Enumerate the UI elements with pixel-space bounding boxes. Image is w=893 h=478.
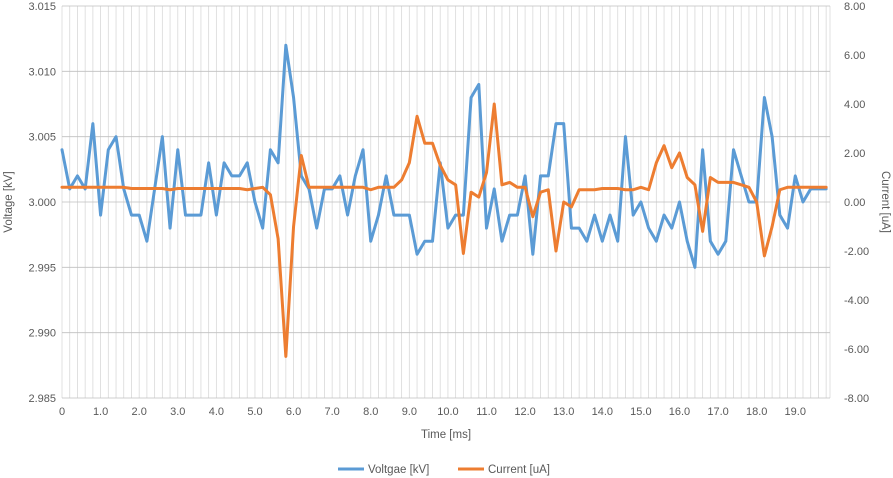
- right-y-tick-label: 0.00: [844, 197, 865, 209]
- x-tick-label: 14.0: [592, 406, 613, 418]
- x-axis-tick-labels: 0 1.0 2.0 3.0 4.0 5.0 6.0 7.0 8.0 9.0 10.0 11.0 12.0…: [59, 406, 806, 418]
- x-tick-label: 7.0: [325, 406, 340, 418]
- x-tick-label: 3.0: [170, 406, 185, 418]
- right-y-tick-label: 4.00: [844, 99, 865, 111]
- left-y-tick-label: 2.995: [28, 262, 56, 274]
- x-tick-label: 9.0: [402, 406, 417, 418]
- x-tick-label: 13.0: [553, 406, 574, 418]
- left-y-tick-label: 3.005: [28, 132, 56, 144]
- x-tick-label: 15.0: [630, 406, 651, 418]
- x-tick-label: 11.0: [476, 406, 497, 418]
- x-tick-label: 16.0: [669, 406, 690, 418]
- right-y-tick-label: -8.00: [844, 393, 869, 405]
- left-y-tick-label: 2.990: [28, 328, 56, 340]
- right-y-tick-label: -6.00: [844, 344, 869, 356]
- left-y-tick-label: 2.985: [28, 393, 56, 405]
- right-y-axis-tick-labels: -8.00 -6.00 -4.00 -2.00 0.00 2.00 4.00 6.00 8.00: [844, 1, 869, 405]
- x-tick-label: 6.0: [286, 406, 301, 418]
- legend: Voltgae [kV] Current [uA]: [338, 464, 550, 476]
- x-tick-label: 4.0: [209, 406, 224, 418]
- legend-label-current: Current [uA]: [488, 464, 550, 476]
- x-axis-title: Time [ms]: [421, 429, 471, 441]
- x-tick-label: 1.0: [93, 406, 108, 418]
- right-y-tick-label: 8.00: [844, 1, 865, 13]
- right-y-tick-label: 6.00: [844, 50, 865, 62]
- right-y-axis-title: Current [uA]: [879, 171, 891, 233]
- x-tick-label: 17.0: [707, 406, 728, 418]
- left-y-tick-label: 3.000: [28, 197, 56, 209]
- left-y-tick-label: 3.015: [28, 1, 56, 13]
- x-tick-label: 10.0: [437, 406, 458, 418]
- x-tick-label: 12.0: [514, 406, 535, 418]
- series-lines: [60, 43, 828, 358]
- right-y-tick-label: -4.00: [844, 295, 869, 307]
- x-tick-label: 8.0: [363, 406, 378, 418]
- left-y-tick-label: 3.010: [28, 66, 56, 78]
- right-y-tick-label: -2.00: [844, 246, 869, 258]
- right-y-tick-label: 2.00: [844, 148, 865, 160]
- x-tick-label: 19.0: [785, 406, 806, 418]
- current-series-line: [60, 102, 828, 358]
- x-tick-label: 18.0: [746, 406, 767, 418]
- x-tick-label: 5.0: [247, 406, 262, 418]
- left-y-axis-title: Voltage [kV]: [3, 171, 15, 232]
- legend-label-voltage: Voltgae [kV]: [368, 464, 429, 476]
- x-tick-label: 2.0: [132, 406, 147, 418]
- left-y-axis-tick-labels: 2.985 2.990 2.995 3.000 3.005 3.010 3.015: [28, 1, 56, 405]
- x-tick-label: 0: [59, 406, 65, 418]
